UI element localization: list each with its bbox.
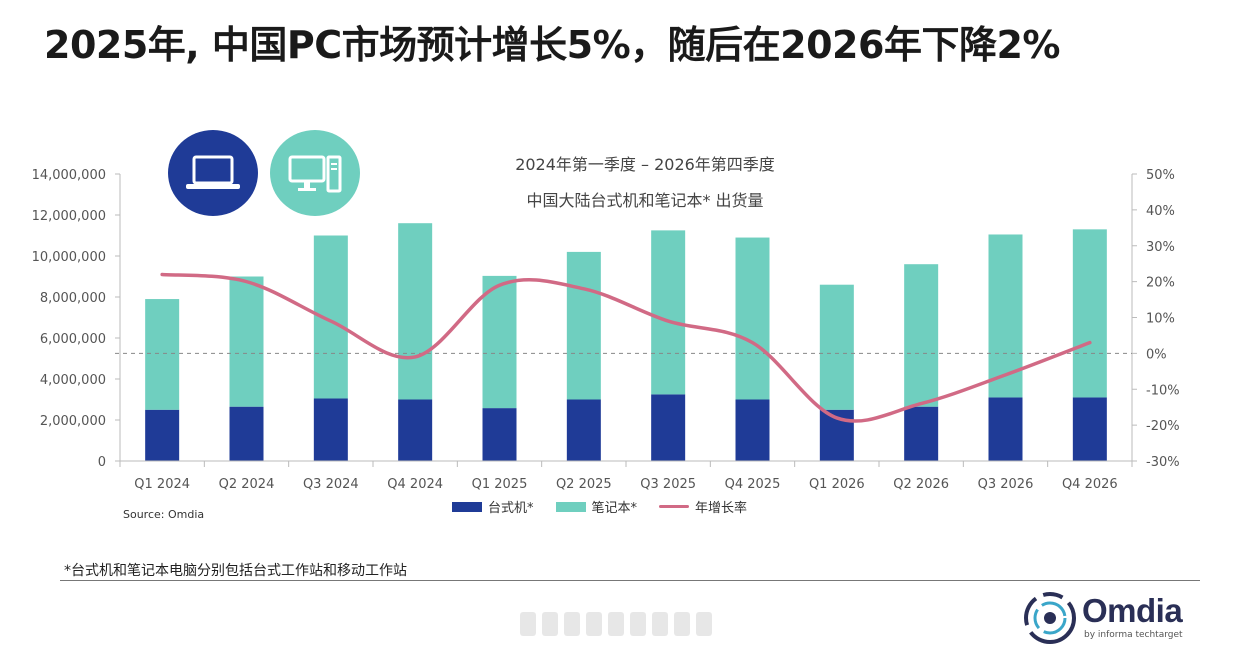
bar-notebook	[735, 237, 770, 400]
bar-notebook	[398, 223, 433, 400]
right-tick-label: 40%	[1146, 204, 1175, 219]
bar-notebook	[229, 276, 264, 407]
bar-desktop	[482, 408, 517, 461]
legend-item-notebook: 笔记本*	[555, 497, 638, 516]
bar-notebook	[145, 299, 180, 410]
legend-swatch-desktop	[452, 501, 482, 512]
x-tick-label: Q3 2024	[303, 477, 359, 492]
bar-desktop	[229, 406, 264, 461]
bar-notebook	[566, 251, 601, 400]
legend-item-desktop: 台式机*	[452, 497, 534, 516]
right-tick-label: 20%	[1146, 276, 1175, 291]
watermark	[520, 612, 720, 638]
logo-tagline: by informa techtarget	[1084, 630, 1183, 640]
right-tick-label: 10%	[1146, 312, 1175, 327]
chart-title: 2024年第一季度 – 2026年第四季度	[515, 155, 775, 174]
bar-notebook	[482, 275, 517, 409]
source-note: Source: Omdia	[123, 508, 205, 521]
x-axis-labels: Q1 2024 Q2 2024 Q3 2024 Q4 2024 Q1 2025 Q2 20…	[119, 460, 1133, 492]
desktop-badge	[270, 130, 360, 216]
bar-desktop	[735, 399, 770, 461]
bar-desktop	[904, 406, 939, 461]
laptop-badge	[168, 130, 258, 216]
left-axis: 0 2,000,000 4,000,000 6,000,000 8,000,000 10,…	[32, 168, 121, 470]
bar-notebook	[1072, 229, 1107, 398]
bar-desktop	[988, 397, 1023, 461]
footnote: *台式机和笔记本电脑分别包括台式工作站和移动工作站	[64, 563, 407, 579]
legend: 台式机* 笔记本* 年增长率	[452, 497, 747, 516]
legend-label-notebook: 笔记本*	[591, 501, 638, 516]
bar-desktop	[145, 409, 180, 461]
legend-label-desktop: 台式机*	[488, 501, 534, 516]
chart-subtitle: 中国大陆台式机和笔记本* 出货量	[526, 191, 763, 210]
logo-name: Omdia	[1082, 592, 1183, 629]
omdia-logo-icon	[1024, 592, 1076, 644]
x-tick-label: Q3 2026	[978, 477, 1034, 492]
left-tick-label: 0	[98, 455, 106, 470]
bar-desktop	[1072, 397, 1107, 461]
x-tick-label: Q2 2025	[556, 477, 612, 492]
bar-notebook	[904, 264, 939, 407]
right-tick-label: 0%	[1146, 347, 1167, 362]
x-tick-label: Q2 2026	[893, 477, 949, 492]
laptop-icon	[186, 155, 240, 189]
right-axis: -30% -20% -10% 0% 10% 20% 30% 40% 50%	[1131, 168, 1180, 470]
right-tick-label: 30%	[1146, 240, 1175, 255]
bar-series	[145, 223, 1107, 461]
right-tick-label: 50%	[1146, 168, 1175, 183]
x-tick-label: Q1 2026	[809, 477, 865, 492]
x-tick-label: Q3 2025	[640, 477, 696, 492]
growth-rate-line	[160, 272, 1092, 423]
left-tick-label: 12,000,000	[32, 209, 106, 224]
bar-desktop	[651, 394, 686, 461]
bar-notebook	[988, 234, 1023, 398]
right-tick-label: -10%	[1146, 383, 1180, 398]
x-tick-label: Q1 2024	[134, 477, 190, 492]
omdia-logo: Omdia by informa techtarget	[1022, 590, 1212, 650]
divider	[60, 580, 1200, 581]
bar-notebook	[651, 230, 686, 395]
page-title: 2025年, 中国PC市场预计增长5%，随后在2026年下降2%	[44, 23, 1060, 67]
bar-desktop	[398, 399, 433, 461]
desktop-icon	[288, 155, 342, 193]
legend-swatch-growth	[659, 505, 690, 508]
bar-desktop	[313, 398, 348, 461]
right-tick-label: -30%	[1146, 455, 1180, 470]
x-tick-label: Q4 2026	[1062, 477, 1118, 492]
x-tick-label: Q1 2025	[472, 477, 528, 492]
left-tick-label: 14,000,000	[32, 168, 106, 183]
left-tick-label: 6,000,000	[40, 332, 106, 347]
left-tick-label: 4,000,000	[40, 373, 106, 388]
x-tick-label: Q2 2024	[219, 477, 275, 492]
left-tick-label: 2,000,000	[40, 414, 106, 429]
bar-notebook	[819, 284, 854, 410]
legend-swatch-notebook	[555, 501, 586, 512]
legend-label-growth: 年增长率	[695, 501, 748, 516]
left-tick-label: 10,000,000	[32, 250, 106, 265]
bar-desktop	[566, 399, 601, 461]
left-tick-label: 8,000,000	[40, 291, 106, 306]
x-tick-label: Q4 2024	[387, 477, 443, 492]
legend-item-growth: 年增长率	[659, 497, 747, 516]
x-tick-label: Q4 2025	[725, 477, 781, 492]
right-tick-label: -20%	[1146, 419, 1180, 434]
